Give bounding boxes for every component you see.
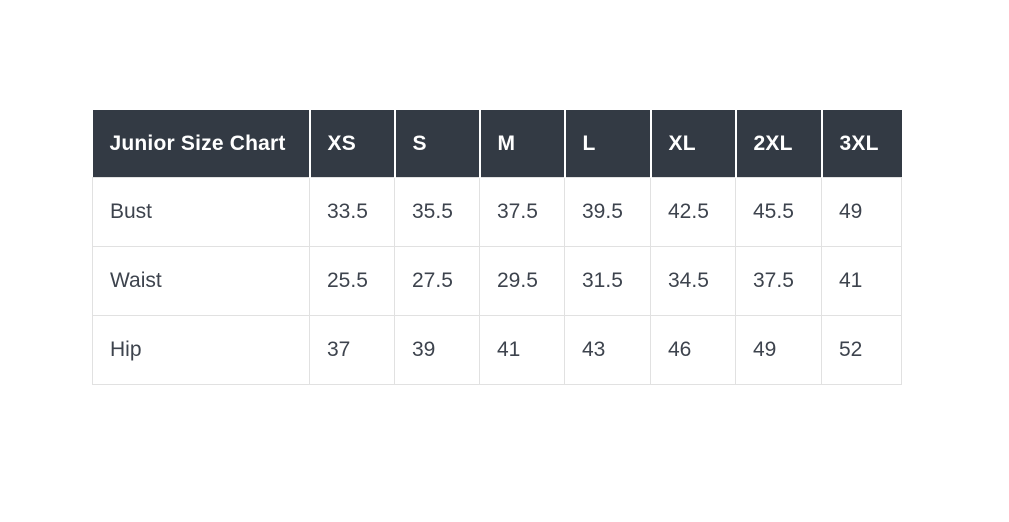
junior-size-chart: Junior Size Chart XS S M L XL 2XL 3XL Bu… xyxy=(92,110,902,385)
cell-bust-m: 37.5 xyxy=(479,177,565,247)
cell-bust-3xl: 49 xyxy=(821,177,902,247)
header-cell-m: M xyxy=(479,110,566,178)
table-header-row: Junior Size Chart XS S M L XL 2XL 3XL xyxy=(92,110,902,178)
header-cell-2xl: 2XL xyxy=(735,110,823,178)
table-row-hip: Hip 37 39 41 43 46 49 52 xyxy=(92,315,902,385)
cell-hip-xs: 37 xyxy=(309,315,395,385)
cell-hip-2xl: 49 xyxy=(735,315,822,385)
cell-waist-s: 27.5 xyxy=(394,246,480,316)
cell-hip-l: 43 xyxy=(564,315,651,385)
cell-waist-3xl: 41 xyxy=(821,246,902,316)
cell-hip-xl: 46 xyxy=(650,315,736,385)
cell-bust-2xl: 45.5 xyxy=(735,177,822,247)
header-cell-xl: XL xyxy=(650,110,737,178)
table-row-bust: Bust 33.5 35.5 37.5 39.5 42.5 45.5 49 xyxy=(92,177,902,247)
cell-waist-l: 31.5 xyxy=(564,246,651,316)
cell-hip-s: 39 xyxy=(394,315,480,385)
header-cell-s: S xyxy=(394,110,481,178)
cell-hip-3xl: 52 xyxy=(821,315,902,385)
row-label: Waist xyxy=(92,246,310,316)
cell-hip-m: 41 xyxy=(479,315,565,385)
cell-waist-xs: 25.5 xyxy=(309,246,395,316)
header-cell-3xl: 3XL xyxy=(821,110,902,178)
table-title-cell: Junior Size Chart xyxy=(92,110,311,178)
row-label: Hip xyxy=(92,315,310,385)
header-cell-l: L xyxy=(564,110,652,178)
cell-bust-xs: 33.5 xyxy=(309,177,395,247)
size-chart-table: Junior Size Chart XS S M L XL 2XL 3XL Bu… xyxy=(92,110,902,385)
header-cell-xs: XS xyxy=(309,110,396,178)
cell-waist-m: 29.5 xyxy=(479,246,565,316)
table-row-waist: Waist 25.5 27.5 29.5 31.5 34.5 37.5 41 xyxy=(92,246,902,316)
cell-waist-2xl: 37.5 xyxy=(735,246,822,316)
row-label: Bust xyxy=(92,177,310,247)
cell-bust-s: 35.5 xyxy=(394,177,480,247)
cell-waist-xl: 34.5 xyxy=(650,246,736,316)
cell-bust-l: 39.5 xyxy=(564,177,651,247)
cell-bust-xl: 42.5 xyxy=(650,177,736,247)
